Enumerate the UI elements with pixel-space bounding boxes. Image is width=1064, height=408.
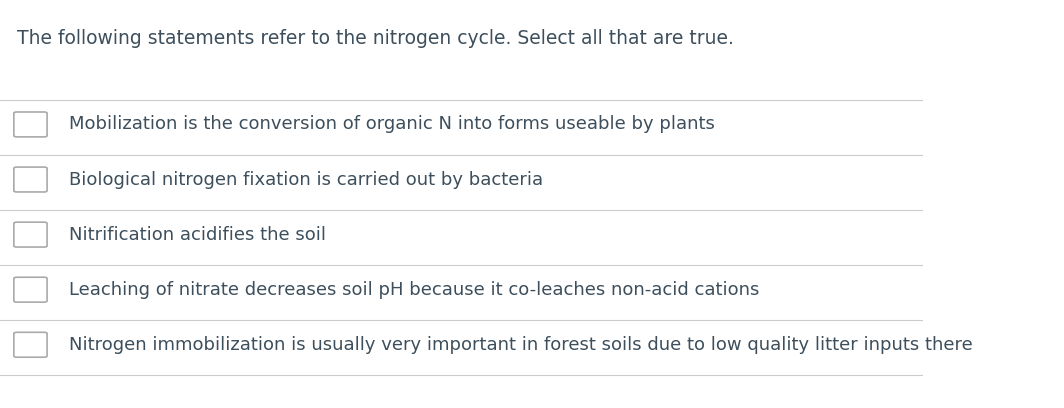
FancyBboxPatch shape (14, 167, 47, 192)
FancyBboxPatch shape (14, 277, 47, 302)
Text: Biological nitrogen fixation is carried out by bacteria: Biological nitrogen fixation is carried … (69, 171, 544, 188)
FancyBboxPatch shape (14, 222, 47, 247)
Text: Nitrogen immobilization is usually very important in forest soils due to low qua: Nitrogen immobilization is usually very … (69, 336, 972, 354)
FancyBboxPatch shape (14, 332, 47, 357)
Text: Leaching of nitrate decreases soil pH because it co-leaches non-acid cations: Leaching of nitrate decreases soil pH be… (69, 281, 760, 299)
Text: The following statements refer to the nitrogen cycle. Select all that are true.: The following statements refer to the ni… (17, 29, 733, 48)
FancyBboxPatch shape (14, 112, 47, 137)
Text: Mobilization is the conversion of organic N into forms useable by plants: Mobilization is the conversion of organi… (69, 115, 715, 133)
Text: Nitrification acidifies the soil: Nitrification acidifies the soil (69, 226, 327, 244)
